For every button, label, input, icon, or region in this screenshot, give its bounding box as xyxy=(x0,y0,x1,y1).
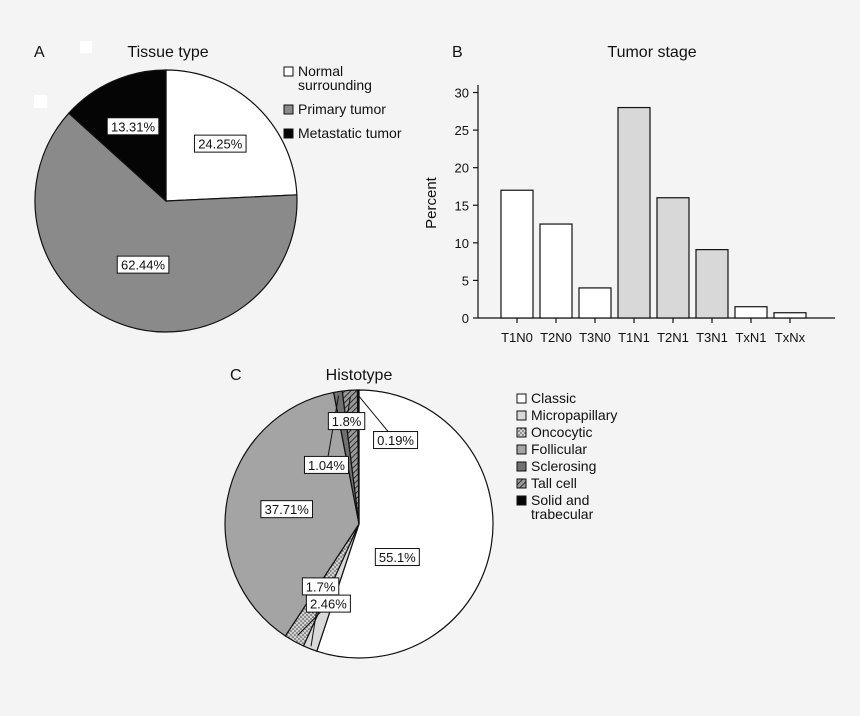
pie-c: 55.1% 1.7% 2.46% 37.71% 1.04% 1.8% 0.19% xyxy=(224,389,494,659)
pie-label-tall-cell-box xyxy=(327,412,366,431)
legend-item-tall-cell-swatch xyxy=(516,478,527,489)
y-tick-label: 25 xyxy=(455,123,469,138)
bar-chart-b: 0 5 10 15 20 25 30 T1N0 T2N0 T3N0 T1N1 T2N1 T3N1 TxN1… xyxy=(455,85,835,345)
panel-b: B Tumor stage Percent 0 5 10 15 20 25 30 T1N0 T2… xyxy=(423,44,835,345)
legend-item-classic-swatch xyxy=(516,393,527,404)
pie-label-micropapillary: 1.7% xyxy=(306,579,336,594)
x-tick-label-t2n1: T2N1 xyxy=(657,330,689,345)
legend-item-sclerosing: Sclerosing xyxy=(516,458,596,474)
legend-item-follicular-label: Follicular xyxy=(531,441,587,457)
legend-item-follicular-swatch xyxy=(516,444,527,455)
panel-a-title: Tissue type xyxy=(127,44,208,61)
pie-label-sclerosing: 1.04% xyxy=(308,458,345,473)
y-tick-label: 15 xyxy=(455,198,469,213)
pie-label-sclerosing-box xyxy=(303,455,349,474)
bar-txn1 xyxy=(734,306,768,319)
x-tick-label-txn1: TxN1 xyxy=(735,330,766,345)
bar-t1n1 xyxy=(617,106,651,319)
x-tick-label-t1n0: T1N0 xyxy=(501,330,533,345)
y-tick-label: 10 xyxy=(455,236,469,251)
pie-slice-classic xyxy=(316,389,494,659)
legend-item-primary-tumor-label: Primary tumor xyxy=(298,101,386,117)
panel-c-title: Histotype xyxy=(326,367,393,384)
legend-item-tall-cell-label: Tall cell xyxy=(531,475,577,491)
legend-item-micropapillary-swatch xyxy=(516,410,527,421)
legend-item-solid-and-trabecular-swatch xyxy=(516,495,527,506)
legend-item-sclerosing-label: Sclerosing xyxy=(531,458,596,474)
legend-item-oncocytic-swatch xyxy=(516,427,527,438)
legend-item-tall-cell: Tall cell xyxy=(516,475,577,491)
pie-label-tall-cell: 1.8% xyxy=(332,414,362,429)
pie-label-metastatic-tumor: 13.31% xyxy=(111,119,156,134)
legend-item-oncocytic: Oncocytic xyxy=(516,424,592,440)
legend-item-micropapillary-label: Micropapillary xyxy=(531,407,617,423)
legend-item-normal-surrounding-label: Normal xyxy=(298,63,343,79)
pie-slice-metastatic-tumor xyxy=(67,69,167,203)
legend-item-metastatic-tumor: Metastatic tumor xyxy=(283,125,402,141)
legend-item-primary-tumor-swatch xyxy=(283,104,294,115)
pie-label-solid-and-trabecular: 0.19% xyxy=(377,433,414,448)
panel-c: C Histotype 55.1% 1.7% 2.46% 37.71% 1.04% 1.8… xyxy=(224,367,617,659)
panel-a: A Tissue type 24.25% 62.44% 13.31% Normals… xyxy=(34,41,402,333)
pie-slice-primary-tumor xyxy=(34,112,298,333)
panel-a-corner-mark xyxy=(80,41,92,53)
legend-item-classic-label: Classic xyxy=(531,390,576,406)
pie-label-oncocytic: 2.46% xyxy=(310,597,347,612)
legend-item-normal-surrounding-swatch xyxy=(283,66,294,77)
x-tick-label-t1n1: T1N1 xyxy=(618,330,650,345)
legend-item-normal-surrounding-label: surrounding xyxy=(298,77,372,93)
x-tick-label-txnx: TxNx xyxy=(775,330,806,345)
pie-label-oncocytic-box xyxy=(305,594,351,613)
bar-t1n0 xyxy=(500,189,534,319)
legend-item-metastatic-tumor-label: Metastatic tumor xyxy=(298,125,402,141)
legend-item-solid-and-trabecular-label: trabecular xyxy=(531,506,594,522)
bar-t2n1 xyxy=(656,197,690,319)
legend-item-metastatic-tumor-swatch xyxy=(283,128,294,139)
pie-label-primary-tumor-box xyxy=(116,255,170,274)
y-tick-label: 0 xyxy=(462,311,469,326)
x-tick-label-t2n0: T2N0 xyxy=(540,330,572,345)
legend-item-classic: Classic xyxy=(516,390,576,406)
pie-label-normal-surrounding: 24.25% xyxy=(198,137,243,152)
panel-b-title: Tumor stage xyxy=(607,44,696,61)
x-tick-label-t3n1: T3N1 xyxy=(696,330,728,345)
y-tick-label: 20 xyxy=(455,161,469,176)
panel-c-letter: C xyxy=(230,367,242,384)
pie-label-metastatic-tumor-box xyxy=(106,117,160,136)
y-tick-label: 5 xyxy=(462,273,469,288)
legend-item-sclerosing-swatch xyxy=(516,461,527,472)
bar-t2n0 xyxy=(539,223,573,319)
pie-a: 24.25% 62.44% 13.31% xyxy=(34,69,298,333)
legend-c: ClassicMicropapillaryOncocyticFollicular… xyxy=(516,390,617,522)
x-tick-label-t3n0: T3N0 xyxy=(579,330,611,345)
pie-label-follicular: 37.71% xyxy=(265,502,310,517)
bar-txnx xyxy=(773,312,807,319)
legend-item-solid-and-trabecular-label: Solid and xyxy=(531,492,589,508)
pie-label-classic-box xyxy=(374,548,420,567)
legend-item-oncocytic-label: Oncocytic xyxy=(531,424,592,440)
bar-t3n0 xyxy=(578,287,612,319)
panel-a-letter: A xyxy=(34,44,45,61)
bar-t3n1 xyxy=(695,249,729,319)
panel-b-letter: B xyxy=(452,44,463,61)
pie-label-normal-surrounding-box xyxy=(193,134,247,153)
y-tick-label: 30 xyxy=(455,86,469,101)
pie-label-sclerosing-leader xyxy=(325,395,340,466)
pie-label-classic: 55.1% xyxy=(379,550,416,565)
legend-item-primary-tumor: Primary tumor xyxy=(283,101,386,117)
pie-label-follicular-box xyxy=(260,500,314,519)
legend-item-follicular: Follicular xyxy=(516,441,587,457)
legend-item-micropapillary: Micropapillary xyxy=(516,407,617,423)
panel-b-y-axis-label: Percent xyxy=(423,176,440,229)
panel-a-side-mark xyxy=(34,95,47,108)
pie-label-solid-and-trabecular-box xyxy=(373,431,419,450)
pie-label-primary-tumor: 62.44% xyxy=(121,258,166,273)
